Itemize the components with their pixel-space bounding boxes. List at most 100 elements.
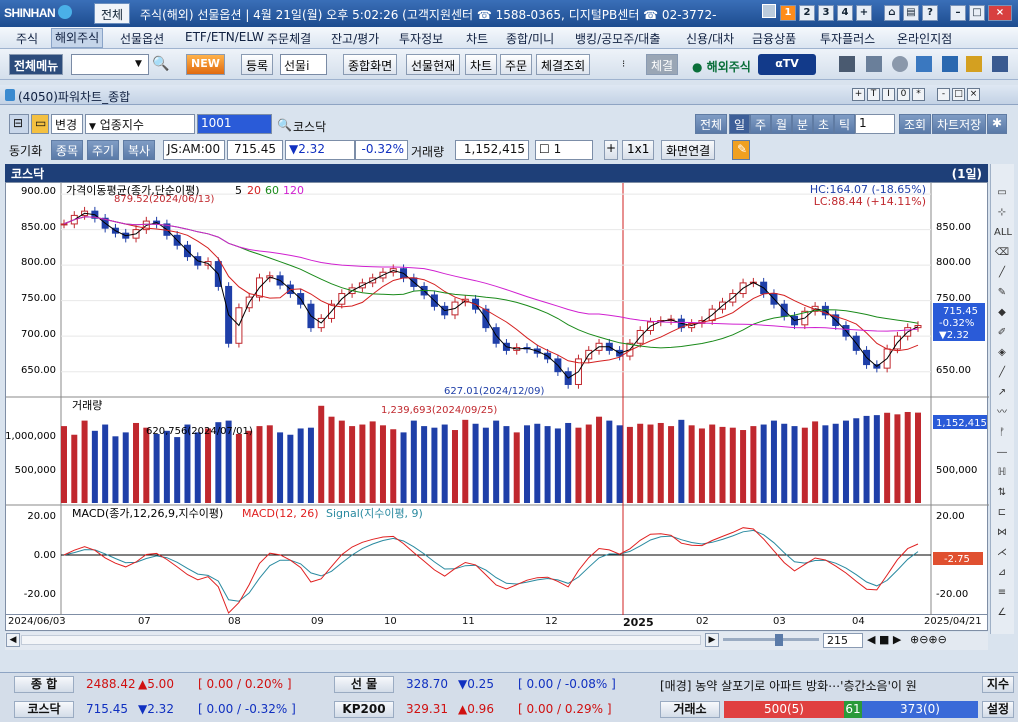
register-button[interactable]: 등록 xyxy=(241,54,274,75)
eraser-icon[interactable]: ⌫ xyxy=(994,247,1010,258)
calculator-icon[interactable] xyxy=(866,56,882,72)
menu-item-banking[interactable]: 뱅킹/공모주/대출 xyxy=(575,32,661,46)
text-icon[interactable]: T xyxy=(867,88,880,101)
fork-icon[interactable]: ᚠ xyxy=(999,427,1005,438)
pencil-icon[interactable]: ✎ xyxy=(997,287,1007,298)
wave-icon[interactable]: 〰 xyxy=(997,407,1007,418)
add-pane-icon[interactable]: + xyxy=(852,88,865,101)
menu-item-order-fill[interactable]: 주문체결 xyxy=(267,32,312,46)
fill-button[interactable]: 체결 xyxy=(646,54,679,75)
chart-area[interactable]: 가격이동평균(종가,단순이평) 5 20 60 120 HC:164.07 (-… xyxy=(5,182,989,616)
sync-item-button[interactable]: 종목 xyxy=(51,140,84,160)
subwin-minimize-icon[interactable]: - xyxy=(937,88,950,101)
screen-4-button[interactable]: 4 xyxy=(837,5,853,21)
home-icon[interactable]: ⌂ xyxy=(884,5,900,21)
tab-all[interactable]: 전체 xyxy=(94,3,131,24)
menu-item-financial-products[interactable]: 금융상품 xyxy=(752,32,797,46)
maximize-icon[interactable]: □ xyxy=(969,5,985,21)
zoom-count-input[interactable]: 215 xyxy=(823,633,863,648)
new-button[interactable]: NEW xyxy=(186,54,225,75)
angle-icon[interactable]: ∠ xyxy=(997,607,1007,618)
all-icon[interactable]: ALL xyxy=(994,227,1012,238)
zero-icon[interactable]: 0 xyxy=(897,88,910,101)
add-screen-button[interactable]: + xyxy=(856,5,872,21)
scroll-track[interactable] xyxy=(21,635,701,645)
index-button[interactable]: 지수 xyxy=(982,676,1014,693)
monitor-icon[interactable] xyxy=(762,4,776,18)
menu-item-stock[interactable]: 주식 xyxy=(16,32,39,46)
gann-icon[interactable]: ⋈ xyxy=(997,527,1007,538)
star-icon[interactable]: * xyxy=(912,88,925,101)
layout-icon[interactable] xyxy=(916,56,932,72)
window-icon[interactable] xyxy=(942,56,958,72)
menu-item-combined-mini[interactable]: 종합/미니 xyxy=(506,32,555,46)
search-icon[interactable]: 🔍 xyxy=(152,56,170,72)
subwin-close-icon[interactable]: × xyxy=(967,88,980,101)
alpha-tv-button[interactable]: αTV xyxy=(758,54,816,75)
zoom-slider-handle[interactable] xyxy=(775,634,783,646)
fill-icon[interactable]: ◈ xyxy=(998,347,1006,358)
brush-icon[interactable]: ✐ xyxy=(997,327,1007,338)
fibo-fan-icon[interactable]: ⊿ xyxy=(997,567,1007,578)
period-week-tab[interactable]: 주 xyxy=(750,114,772,134)
all-menu-button[interactable]: 전체메뉴 xyxy=(9,54,64,75)
layout-count-select[interactable]: ☐ 1 xyxy=(535,140,593,160)
line-icon[interactable]: ╱ xyxy=(998,267,1006,278)
change-button[interactable]: 변경 xyxy=(51,114,83,134)
ray-icon[interactable]: ↗ xyxy=(997,387,1007,398)
fibo-time-icon[interactable]: ≡ xyxy=(997,587,1007,598)
play-controls[interactable]: ◀ ■ ▶ xyxy=(867,633,902,646)
period-all-tab[interactable]: 전체 xyxy=(695,114,728,134)
gear-icon[interactable] xyxy=(892,56,908,72)
screen-link-button[interactable]: 화면연결 xyxy=(661,140,716,160)
menu-item-overseas-stock[interactable]: 해외주식 xyxy=(51,28,104,48)
fibo-icon[interactable]: ⊏ xyxy=(997,507,1007,518)
copy-button[interactable]: 복사 xyxy=(123,140,156,160)
marker-icon[interactable]: ◆ xyxy=(998,307,1006,318)
overseas-stock-link[interactable]: ● 해외주식 xyxy=(692,58,751,75)
period-second-tab[interactable]: 초 xyxy=(813,114,835,134)
code-input[interactable]: 1001 xyxy=(197,114,272,134)
list-icon[interactable]: ⊟ xyxy=(9,114,29,134)
add-layout-icon[interactable]: + xyxy=(604,140,618,160)
printer-icon[interactable] xyxy=(839,56,855,72)
screen-2-button[interactable]: 2 xyxy=(799,5,815,21)
more-arrow-icon[interactable]: ⁝ xyxy=(622,59,626,70)
menu-item-futures-options[interactable]: 선물옵션 xyxy=(120,32,165,46)
futures-select[interactable]: 선물i xyxy=(280,54,327,75)
arrow-icon[interactable]: ⇅ xyxy=(997,487,1007,498)
menu-item-credit[interactable]: 신용/대차 xyxy=(686,32,735,46)
sync-cycle-button[interactable]: 주기 xyxy=(87,140,120,160)
zoom-slider[interactable] xyxy=(723,638,819,641)
order-button[interactable]: 주문 xyxy=(500,54,533,75)
subwin-maximize-icon[interactable]: □ xyxy=(952,88,965,101)
pen-icon[interactable]: ✎ xyxy=(732,140,750,160)
menu-item-balance[interactable]: 잔고/평가 xyxy=(331,32,380,46)
chevron-down-icon[interactable]: ▼ xyxy=(135,59,142,69)
channel-icon[interactable]: ℍ xyxy=(997,467,1007,478)
period-minute-tab[interactable]: 분 xyxy=(792,114,814,134)
menu-item-invest-info[interactable]: 투자정보 xyxy=(399,32,444,46)
combined-screen-button[interactable]: 종합화면 xyxy=(343,54,398,75)
chart-save-button[interactable]: 차트저장 xyxy=(932,114,987,134)
fill-query-button[interactable]: 체결조회 xyxy=(536,54,591,75)
lock-icon[interactable] xyxy=(966,56,982,72)
trend-line-icon[interactable]: ╱ xyxy=(998,367,1006,378)
futures-current-button[interactable]: 선물현재 xyxy=(406,54,461,75)
layout-1x1-button[interactable]: 1x1 xyxy=(622,140,655,160)
print-icon[interactable]: ▤ xyxy=(903,5,919,21)
close-icon[interactable]: × xyxy=(988,5,1012,21)
fan-icon[interactable]: ⋌ xyxy=(997,547,1007,558)
folder-icon[interactable]: ▭ xyxy=(31,114,49,134)
screen-3-button[interactable]: 3 xyxy=(818,5,834,21)
cursor-icon[interactable]: ▭ xyxy=(997,187,1007,198)
minimize-icon[interactable]: – xyxy=(950,5,966,21)
zoom-icons[interactable]: ⊕⊖⊕⊖ xyxy=(910,633,947,646)
screen-1-button[interactable]: 1 xyxy=(780,5,796,21)
industry-select[interactable]: ▼ 업종지수 xyxy=(85,114,195,134)
period-month-tab[interactable]: 월 xyxy=(771,114,793,134)
help-icon[interactable]: ? xyxy=(922,5,938,21)
crosshair-icon[interactable]: ⊹ xyxy=(997,207,1007,218)
scroll-right-icon[interactable]: ▶ xyxy=(705,633,719,647)
news-ticker[interactable]: [매경] 농약 살포기로 아파트 방화⋯'층간소음'이 원 xyxy=(660,679,917,693)
